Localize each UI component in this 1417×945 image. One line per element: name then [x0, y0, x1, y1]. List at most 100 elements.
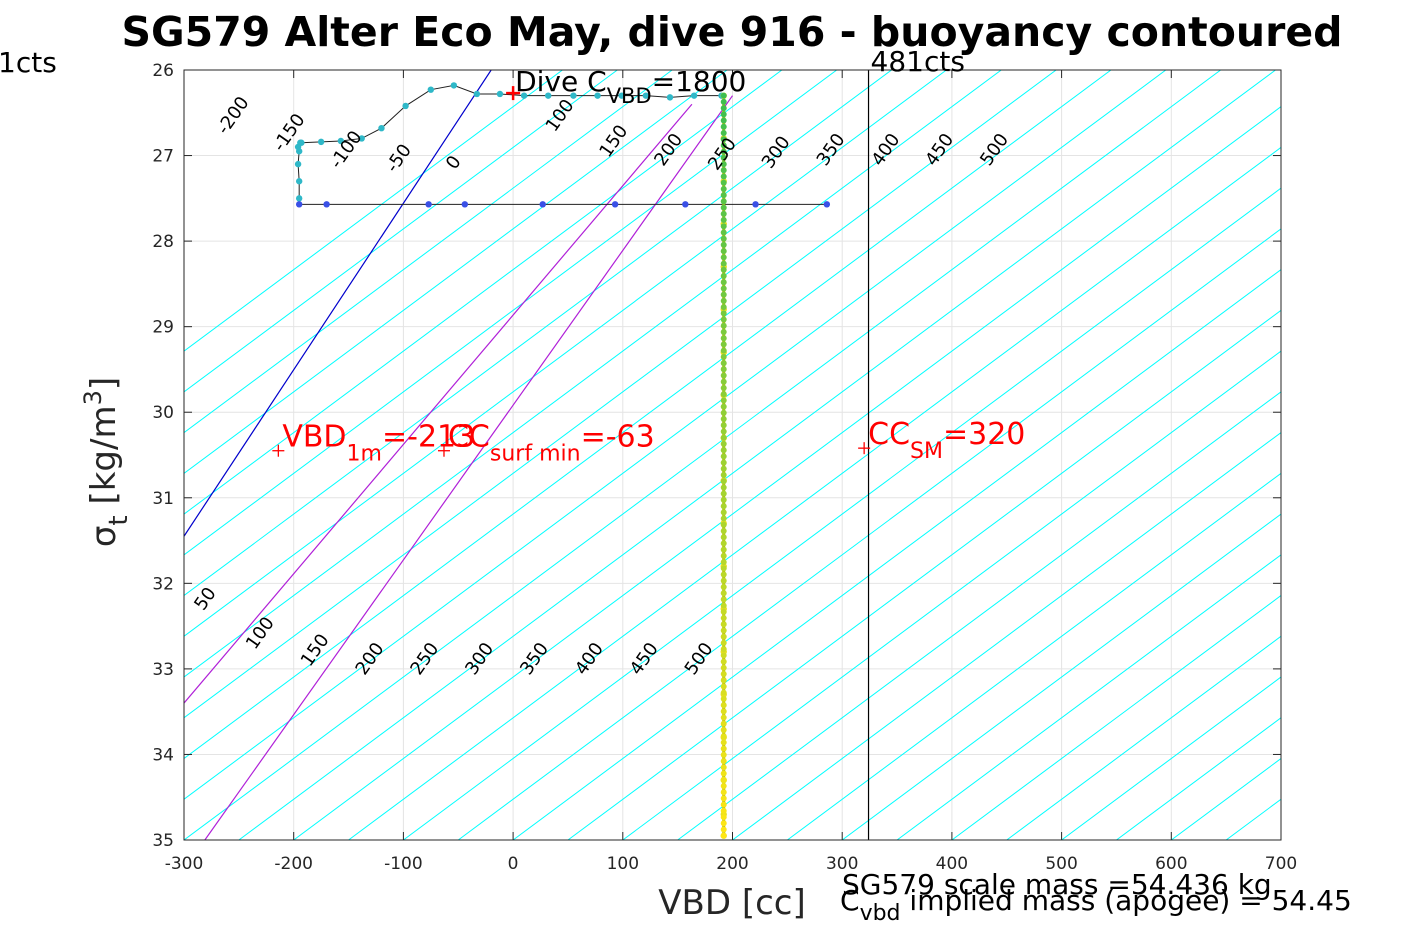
trace-point	[720, 291, 727, 298]
marker-label: VBD1m=-213	[282, 420, 475, 467]
trace-point	[720, 820, 727, 827]
contour-line	[184, 70, 1167, 800]
trace-point	[720, 571, 727, 578]
trace-point	[720, 521, 727, 528]
series-point	[402, 102, 409, 110]
series-point	[520, 92, 528, 99]
trace-point	[720, 795, 727, 802]
contour-line	[841, 513, 1281, 840]
series-point	[425, 201, 432, 208]
series-point	[358, 135, 365, 142]
series-point	[294, 160, 302, 168]
trace-point	[720, 248, 727, 255]
contour-line	[293, 106, 1281, 840]
trace-point	[720, 776, 727, 783]
trace-point	[720, 391, 727, 398]
trace-point	[720, 204, 727, 211]
trace-point	[720, 552, 727, 559]
contour-line	[677, 391, 1281, 840]
trace-point	[720, 695, 727, 702]
x-tick-label: -200	[274, 854, 313, 874]
y-axis-label-sigma: σ	[84, 526, 124, 548]
footer-implied-tail: implied mass (apogee) = 54.45	[901, 884, 1352, 917]
trace-point	[720, 832, 727, 839]
contour-line-magenta-b	[204, 95, 733, 840]
trace-point	[720, 98, 727, 105]
trace-point	[720, 559, 727, 566]
contour-line	[184, 70, 892, 597]
trace-point	[720, 733, 727, 740]
trace-point	[720, 727, 727, 733]
series-point	[337, 137, 345, 145]
x-tick-label: 500	[1045, 854, 1077, 874]
trace-point	[720, 478, 727, 485]
trace-point	[720, 801, 727, 808]
contour-line	[184, 70, 618, 393]
contour-line	[951, 594, 1281, 840]
series-point	[666, 94, 674, 101]
trace-point	[720, 602, 727, 609]
trace-point	[720, 708, 727, 715]
x-tick-label: 200	[716, 854, 748, 874]
trace-point	[720, 422, 727, 429]
series-point	[317, 138, 325, 146]
trace-point	[720, 627, 727, 634]
trace-point	[720, 782, 727, 789]
trace-point	[720, 123, 727, 130]
x-tick-label: 100	[607, 854, 639, 874]
series-point	[295, 178, 303, 185]
trace-point	[720, 758, 727, 765]
trace-point	[720, 608, 727, 615]
trace-point	[720, 465, 727, 472]
y-axis-label-unit: [kg/m	[84, 405, 124, 504]
trace-point	[720, 751, 727, 758]
trace-point	[720, 397, 727, 404]
trace-point	[720, 304, 727, 311]
trace-point	[720, 652, 727, 659]
trace-point	[720, 192, 727, 199]
trace-point	[720, 496, 727, 503]
footer-implied-c: C	[840, 884, 860, 917]
trace-point	[720, 316, 727, 323]
y-tick-label: 30	[152, 403, 174, 423]
y-tick-label: 27	[152, 147, 174, 167]
left-clipped-label: 1cts	[0, 46, 57, 79]
trace-point	[720, 148, 727, 155]
y-tick-label: 31	[152, 489, 174, 509]
trace-point	[720, 583, 727, 590]
trace-point	[720, 509, 727, 516]
contour-line	[457, 228, 1281, 840]
contour-line	[184, 70, 1221, 840]
contour-line	[184, 70, 1112, 760]
trace-point	[720, 503, 727, 510]
trace-point	[720, 534, 727, 541]
trace-point	[720, 167, 727, 174]
y-tick-label: 26	[152, 61, 174, 81]
trace-point	[720, 285, 727, 292]
y-tick-label: 35	[152, 831, 174, 851]
contour-line	[184, 70, 947, 637]
trace-point	[720, 260, 727, 267]
trace-point	[720, 646, 727, 653]
trace-point	[720, 565, 727, 572]
contour-line	[184, 70, 783, 515]
trace-point	[720, 241, 727, 248]
contour-line	[787, 472, 1281, 840]
trace-point	[720, 173, 727, 180]
y-axis-label: σt [kg/m3]	[79, 377, 134, 547]
trace-point	[720, 453, 727, 460]
trace-point	[720, 111, 727, 118]
contour-line	[1061, 676, 1281, 840]
y-tick-label: 34	[152, 745, 174, 765]
series-point	[618, 92, 625, 99]
trace-point	[720, 658, 727, 665]
contour-line	[622, 350, 1281, 840]
series-point	[473, 90, 481, 98]
contour-line	[184, 70, 673, 434]
series-point	[690, 92, 698, 99]
trace-point	[720, 440, 727, 447]
series-point	[427, 86, 435, 93]
x-tick-label: -300	[165, 854, 204, 874]
data-series	[294, 82, 831, 839]
contour-line	[512, 269, 1281, 840]
